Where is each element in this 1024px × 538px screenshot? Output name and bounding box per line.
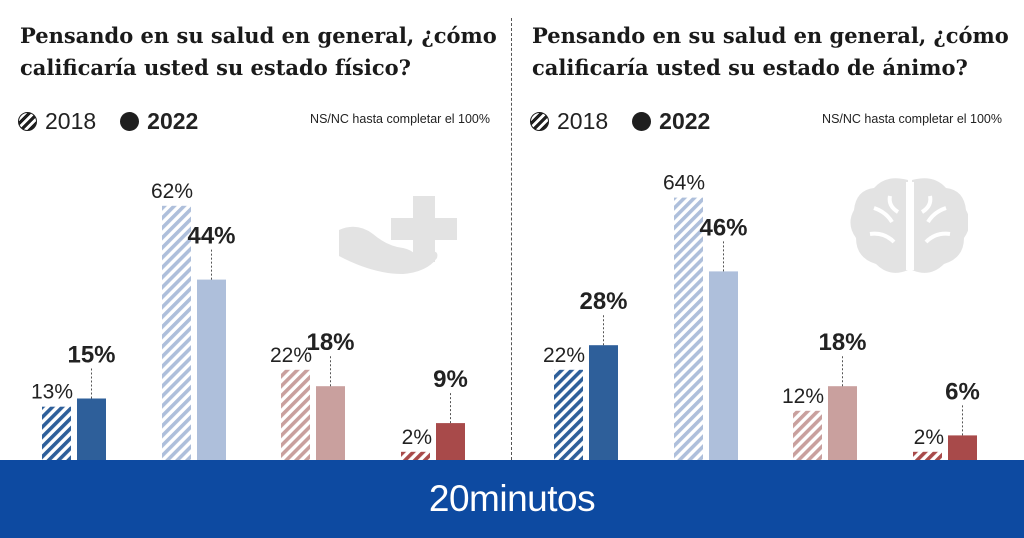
legend-swatch-2018: [530, 111, 549, 131]
brand-footer: 20minutos: [0, 460, 1024, 538]
legend-label-2022: 2022: [659, 107, 711, 134]
bar-2022-4: [948, 435, 977, 460]
bar-2018-2: [674, 197, 703, 460]
bar-2018-4: [401, 451, 430, 460]
legend-label-2022: 2022: [147, 107, 199, 134]
legend-note: NS/NC hasta completar el 100%: [822, 112, 1002, 126]
chart-legend: 2018 2022: [530, 106, 734, 136]
data-label-2022-2: 46%: [699, 214, 747, 241]
panel-divider: [511, 18, 512, 460]
data-label-2022-1: 15%: [67, 342, 115, 369]
bar-2022-4: [436, 423, 465, 460]
data-label-2018-4: 2%: [402, 426, 432, 449]
bar-2022-1: [589, 345, 618, 460]
bar-2022-2: [197, 279, 226, 460]
data-label-2022-1: 28%: [579, 288, 627, 315]
chart-title: Pensando en su salud en general, ¿cómo c…: [20, 23, 497, 80]
data-label-2018-2: 64%: [663, 172, 705, 195]
data-label-2018-3: 12%: [782, 385, 824, 408]
bar-2022-3: [316, 386, 345, 460]
bar-2018-4: [913, 451, 942, 460]
bar-2022-3: [828, 386, 857, 460]
bar-plot: 13% 62% 22% 2% 15% 44% 18% 9%: [31, 180, 468, 460]
data-label-2022-3: 18%: [306, 329, 354, 356]
chart-legend: 2018 2022: [18, 106, 222, 136]
data-label-2022-4: 6%: [945, 378, 980, 405]
chart-title: Pensando en su salud en general, ¿cómo c…: [532, 23, 1009, 80]
bar-2018-1: [554, 369, 583, 460]
bar-2018-3: [281, 369, 310, 460]
legend-label-2018: 2018: [45, 107, 97, 134]
data-label-2022-4: 9%: [433, 366, 468, 393]
data-label-2018-3: 22%: [270, 344, 312, 367]
data-label-2022-2: 44%: [187, 223, 235, 250]
chart-panel-animo: Pensando en su salud en general, ¿cómo c…: [512, 0, 1024, 460]
bar-2018-3: [793, 410, 822, 460]
legend-note: NS/NC hasta completar el 100%: [310, 112, 490, 126]
data-label-2022-3: 18%: [818, 329, 866, 356]
bar-plot: 22% 64% 12% 2% 28% 46% 18% 6%: [543, 172, 980, 460]
bar-2018-2: [162, 205, 191, 460]
hand-cross-icon: [339, 196, 457, 274]
chart-panel-fisico: Pensando en su salud en general, ¿cómo c…: [0, 0, 512, 460]
bar-2022-2: [709, 271, 738, 460]
data-label-2018-2: 62%: [151, 180, 193, 203]
legend-swatch-2022: [120, 111, 140, 131]
brain-icon: [850, 178, 968, 273]
legend-label-2018: 2018: [557, 107, 609, 134]
data-label-2018-1: 22%: [543, 344, 585, 367]
legend-swatch-2022: [632, 111, 652, 131]
data-label-2018-4: 2%: [914, 426, 944, 449]
data-label-2018-1: 13%: [31, 381, 73, 404]
brand-logo[interactable]: 20minutos: [428, 478, 596, 519]
legend-swatch-2018: [18, 111, 37, 131]
bar-2022-1: [77, 398, 106, 460]
bar-2018-1: [42, 406, 71, 460]
